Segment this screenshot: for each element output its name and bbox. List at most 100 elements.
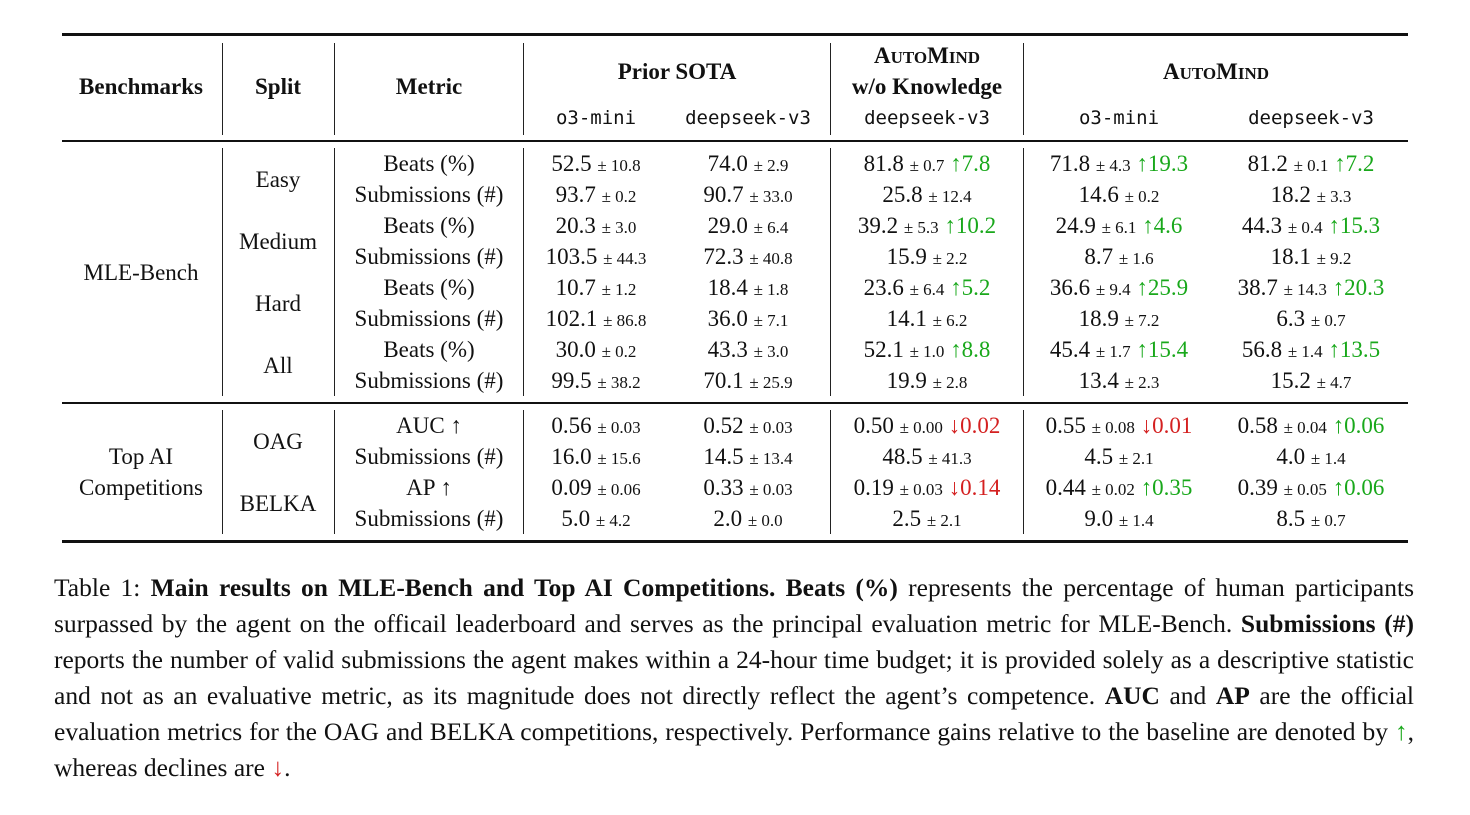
cell-std: ± 25.9 [749, 373, 793, 392]
cell-value: 18.1 [1270, 244, 1311, 269]
caption-title: Main results on MLE-Bench and Top AI Com… [150, 573, 776, 602]
cell-std: ± 0.0 [747, 511, 783, 530]
cell-value: 0.58 [1237, 413, 1278, 438]
header-automind: AUTOMIND [1162, 59, 1270, 84]
table-cell: 93.7 ± 0.2 [556, 179, 637, 212]
caption-ap-term: AP [1215, 681, 1250, 710]
gain-delta: ↑10.2 [944, 213, 997, 238]
subheader-prior-o3: o3-mini [555, 107, 637, 129]
table-cell: 36.6 ± 9.4 ↑25.9 [1050, 272, 1188, 305]
table-cell: 0.44 ± 0.02 ↑0.35 [1046, 472, 1193, 505]
cell-std: ± 0.1 [1293, 156, 1329, 175]
top-rule [62, 33, 1408, 36]
cell-value: 8.5 [1276, 506, 1306, 531]
vline-3 [523, 410, 525, 534]
gain-delta: ↑4.6 [1142, 213, 1183, 238]
cell-std: ± 1.7 [1095, 342, 1131, 361]
bottom-rule [62, 540, 1408, 543]
caption-end-text: . [284, 753, 291, 782]
cell-std: ± 0.05 [1283, 480, 1327, 499]
cell-value: 2.5 [892, 506, 922, 531]
gain-delta: ↑0.35 [1140, 475, 1193, 500]
caption-submissions-term: Submissions (#) [1240, 609, 1414, 638]
table-caption: Table 1: Main results on MLE-Bench and T… [54, 570, 1414, 786]
vline-2 [334, 410, 336, 534]
subheader-automind-o3: o3-mini [1078, 107, 1160, 129]
cell-value: 81.8 [863, 151, 904, 176]
cell-std: ± 13.4 [749, 449, 793, 468]
gain-delta: ↑13.5 [1328, 337, 1381, 362]
table-cell: 9.0 ± 1.4 [1084, 503, 1153, 536]
header-metric: Metric [395, 74, 463, 99]
table-cell: 20.3 ± 3.0 [556, 210, 637, 243]
vline-5 [1023, 148, 1025, 396]
cell-value: 70.1 [703, 368, 744, 393]
split-label: Easy [255, 166, 301, 192]
gain-delta: ↑25.9 [1136, 275, 1189, 300]
subheader-wo-ds: deepseek-v3 [864, 107, 990, 129]
table-cell: 5.0 ± 4.2 [561, 503, 630, 536]
caption-down-arrow: ↓ [271, 753, 285, 782]
cell-value: 0.09 [551, 475, 592, 500]
cell-value: 8.7 [1084, 244, 1114, 269]
table-cell: 0.19 ± 0.03 ↓0.14 [854, 472, 1001, 505]
table-cell: 19.9 ± 2.8 [887, 365, 968, 398]
cell-value: 15.2 [1270, 368, 1311, 393]
table-cell: 103.5 ± 44.3 [546, 241, 647, 274]
gain-delta: ↑7.8 [950, 151, 991, 176]
cell-std: ± 4.7 [1316, 373, 1352, 392]
gain-delta: ↑20.3 [1332, 275, 1385, 300]
cell-value: 48.5 [882, 444, 923, 469]
cell-std: ± 9.4 [1095, 280, 1131, 299]
cell-value: 23.6 [863, 275, 904, 300]
table-cell: 0.58 ± 0.04 ↑0.06 [1238, 410, 1385, 443]
table-cell: 6.3 ± 0.7 [1276, 303, 1345, 336]
table-cell: 2.5 ± 2.1 [892, 503, 961, 536]
cell-value: 38.7 [1237, 275, 1278, 300]
cell-value: 0.33 [703, 475, 744, 500]
cell-std: ± 1.4 [1118, 511, 1154, 530]
cell-std: ± 3.0 [753, 342, 789, 361]
cell-std: ± 7.2 [1124, 311, 1160, 330]
table-cell: 72.3 ± 40.8 [703, 241, 792, 274]
cell-std: ± 41.3 [928, 449, 972, 468]
vline-4 [830, 410, 832, 534]
table-cell: 16.0 ± 15.6 [551, 441, 640, 474]
cell-std: ± 0.02 [1091, 480, 1135, 499]
table-cell: 0.50 ± 0.00 ↓0.02 [854, 410, 1001, 443]
cell-value: 81.2 [1247, 151, 1288, 176]
table-cell: 15.9 ± 2.2 [887, 241, 968, 274]
header-rule [62, 140, 1408, 142]
header-prior-sota: Prior SOTA [617, 59, 737, 84]
table-cell: 8.7 ± 1.6 [1084, 241, 1153, 274]
table-cell: 48.5 ± 41.3 [882, 441, 971, 474]
decline-delta: ↓0.02 [948, 413, 1001, 438]
vline-2 [334, 43, 336, 135]
vline-1 [222, 43, 224, 135]
table-cell: 13.4 ± 2.3 [1079, 365, 1160, 398]
cell-value: 25.8 [882, 182, 923, 207]
cell-value: 72.3 [703, 244, 744, 269]
cell-std: ± 0.00 [899, 418, 943, 437]
vline-1 [222, 148, 224, 396]
cell-std: ± 10.8 [597, 156, 641, 175]
cell-std: ± 44.3 [603, 249, 647, 268]
table-cell: 70.1 ± 25.9 [703, 365, 792, 398]
cell-value: 14.1 [886, 306, 927, 331]
header-benchmarks: Benchmarks [79, 74, 203, 99]
header-automind-wo-knowledge: AUTOMIND [873, 43, 981, 68]
vline-3 [523, 43, 525, 135]
table-cell: 4.5 ± 2.1 [1084, 441, 1153, 474]
cell-value: 36.0 [707, 306, 748, 331]
cell-value: 4.5 [1084, 444, 1114, 469]
cell-std: ± 0.03 [597, 418, 641, 437]
gain-delta: ↑0.06 [1332, 475, 1385, 500]
cell-value: 16.0 [551, 444, 592, 469]
benchmark-label: Top AI [108, 444, 174, 469]
metric-label: Submissions (#) [354, 368, 504, 393]
cell-value: 103.5 [545, 244, 598, 269]
cell-std: ± 40.8 [749, 249, 793, 268]
table-cell: 10.7 ± 1.2 [556, 272, 637, 305]
cell-std: ± 9.2 [1316, 249, 1352, 268]
cell-value: 43.3 [707, 337, 748, 362]
